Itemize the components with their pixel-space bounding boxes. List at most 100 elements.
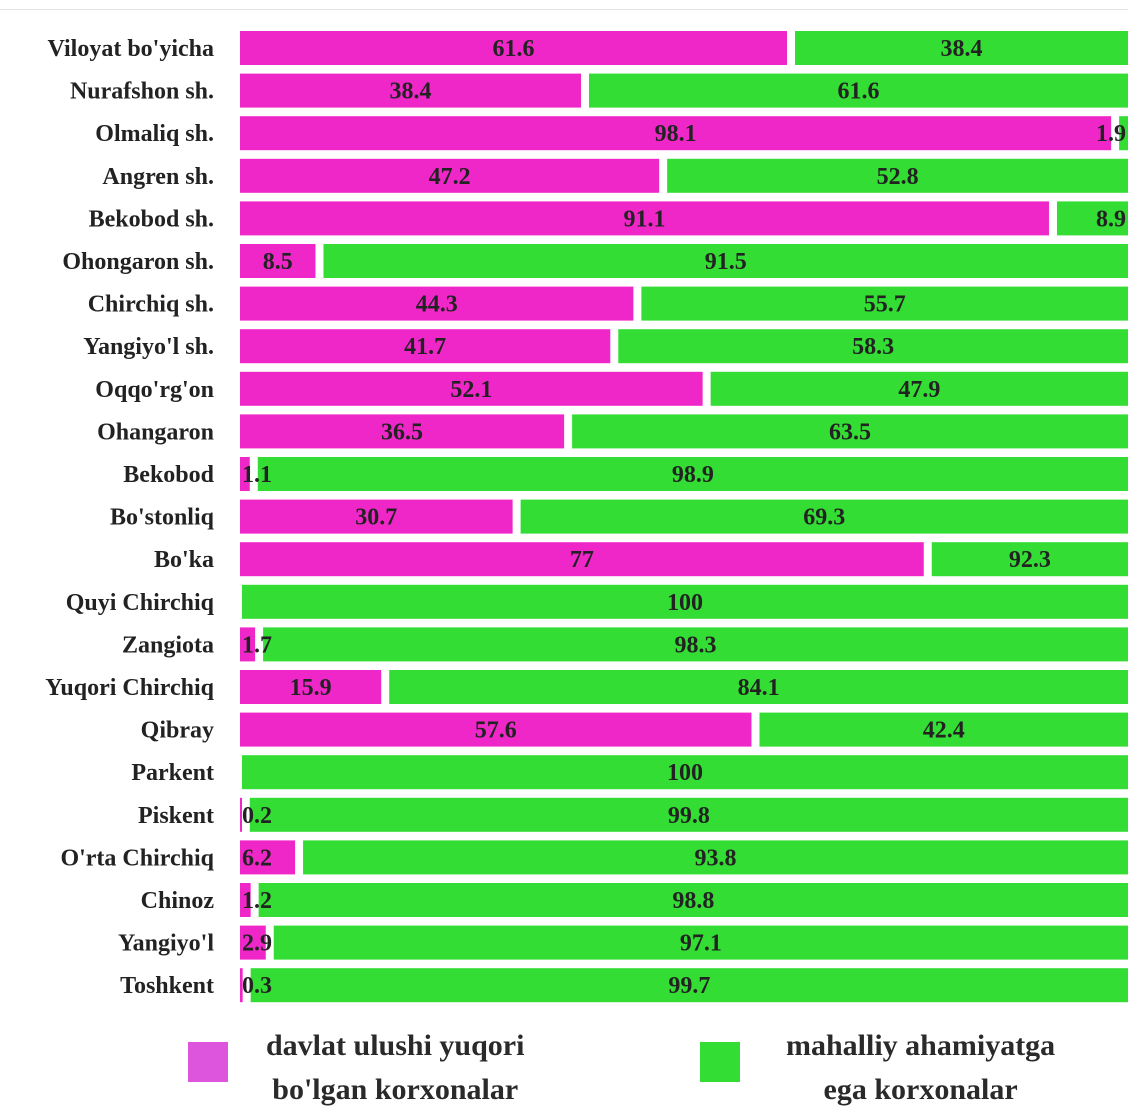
category-label: Toshkent — [120, 973, 214, 999]
value-label-local-importance: 52.8 — [877, 164, 919, 190]
category-label: Zangiota — [122, 632, 214, 658]
value-label-state-share: 0.2 — [242, 803, 272, 829]
category-label: Bo'ka — [154, 547, 214, 573]
bar-state-share — [240, 31, 788, 65]
value-label-state-share: 44.3 — [416, 292, 458, 318]
category-label: Oqqo'rg'on — [95, 377, 214, 403]
category-label: Bo'stonliq — [110, 505, 215, 531]
value-label-local-importance: 55.7 — [864, 292, 906, 318]
bar-local-importance — [759, 712, 1128, 747]
bar-state-share — [240, 457, 250, 491]
value-label-local-importance: 63.5 — [829, 419, 871, 445]
value-label-local-importance: 92.3 — [1009, 547, 1051, 573]
value-label-local-importance: 61.6 — [837, 79, 879, 105]
value-label-state-share: 41.7 — [404, 334, 446, 360]
value-label-local-importance: 47.9 — [898, 377, 940, 403]
legend-label-local-importance: mahalliy ahamiyatga ega korxonalar — [786, 1029, 1056, 1106]
bar-local-importance — [572, 414, 1128, 449]
bar-state-share — [240, 840, 296, 875]
category-label: Ohongaron sh. — [62, 249, 214, 275]
category-label: Nurafshon sh. — [70, 79, 214, 105]
value-label-state-share: 36.5 — [381, 419, 423, 445]
value-label-local-importance: 98.8 — [672, 888, 714, 914]
bar-local-importance — [520, 499, 1128, 534]
bar-local-importance — [250, 968, 1128, 1003]
bar-state-share — [240, 883, 251, 917]
value-label-local-importance: 97.1 — [680, 931, 722, 957]
bar-local-importance — [1119, 116, 1128, 151]
value-label-state-share: 57.6 — [475, 718, 517, 744]
value-label-state-share: 77 — [570, 547, 594, 573]
value-label-state-share: 52.1 — [450, 377, 492, 403]
bar-state-share — [240, 244, 316, 278]
value-label-state-share: 6.2 — [242, 845, 272, 871]
legend: davlat ulushi yuqori bo'lgan korxonalar … — [0, 1024, 1128, 1108]
value-label-local-importance: 98.3 — [675, 632, 717, 658]
category-label: Piskent — [138, 803, 214, 829]
value-label-state-share: 1.1 — [242, 462, 272, 488]
bar-local-importance — [710, 371, 1128, 406]
bar-local-importance — [795, 31, 1128, 65]
value-label-state-share: 30.7 — [355, 505, 397, 531]
category-label: Yangiyo'l sh. — [83, 334, 214, 360]
value-label-local-importance: 100 — [667, 590, 703, 616]
bar-state-share — [240, 116, 1112, 151]
value-label-state-share: 98.1 — [655, 121, 697, 147]
bar-state-share — [240, 201, 1049, 236]
bar-state-share — [240, 329, 611, 364]
bar-local-importance — [323, 244, 1128, 278]
bar-local-importance — [242, 755, 1128, 790]
bar-state-share — [240, 414, 565, 449]
category-label: Olmaliq sh. — [95, 121, 214, 147]
category-label: Quyi Chirchiq — [66, 590, 215, 616]
bar-state-share — [240, 158, 660, 193]
bar-local-importance — [618, 329, 1128, 364]
bar-local-importance — [303, 840, 1128, 875]
legend-item-state-share: davlat ulushi yuqori bo'lgan korxonalar — [188, 1024, 524, 1112]
bar-local-importance — [249, 797, 1128, 832]
legend-item-local-importance: mahalliy ahamiyatga ega korxonalar — [700, 1024, 1055, 1112]
bar-local-importance — [667, 158, 1128, 193]
category-label: Chirchiq sh. — [88, 292, 214, 318]
value-label-local-importance: 1.9 — [1096, 121, 1126, 147]
value-label-state-share: 15.9 — [290, 675, 332, 701]
category-label: Angren sh. — [102, 164, 214, 190]
bar-local-importance — [273, 925, 1128, 960]
bar-state-share — [240, 286, 634, 321]
value-label-local-importance: 98.9 — [672, 462, 714, 488]
bar-local-importance — [389, 670, 1128, 704]
category-label: Yangiyo'l — [118, 931, 214, 957]
value-label-state-share: 91.1 — [623, 206, 665, 232]
bar-state-share — [240, 712, 752, 747]
value-label-local-importance: 93.8 — [695, 845, 737, 871]
category-label: Ohangaron — [97, 419, 214, 445]
value-label-state-share: 1.7 — [242, 632, 272, 658]
value-label-local-importance: 84.1 — [738, 675, 780, 701]
bar-local-importance — [257, 457, 1128, 491]
category-label: O'rta Chirchiq — [60, 845, 214, 871]
value-label-local-importance: 69.3 — [803, 505, 845, 531]
value-label-local-importance: 8.9 — [1096, 206, 1126, 232]
category-label: Viloyat bo'yicha — [48, 36, 214, 62]
value-label-state-share: 2.9 — [242, 931, 272, 957]
bar-local-importance — [588, 73, 1128, 108]
bar-state-share — [240, 670, 382, 704]
value-label-local-importance: 99.8 — [668, 803, 710, 829]
bar-state-share — [240, 73, 581, 108]
value-label-local-importance: 100 — [667, 760, 703, 786]
bar-state-share — [240, 797, 242, 832]
value-label-state-share: 0.3 — [242, 973, 272, 999]
category-label: Bekobod sh. — [89, 206, 214, 232]
category-label: Bekobod — [123, 462, 214, 488]
category-label: Parkent — [131, 760, 214, 786]
value-label-local-importance: 91.5 — [705, 249, 747, 275]
value-label-state-share: 38.4 — [389, 79, 431, 105]
legend-label-state-share: davlat ulushi yuqori bo'lgan korxonalar — [266, 1029, 525, 1106]
value-label-state-share: 47.2 — [429, 164, 471, 190]
value-label-state-share: 8.5 — [263, 249, 293, 275]
bar-local-importance — [242, 584, 1128, 619]
bar-local-importance — [931, 542, 1128, 577]
bar-state-share — [240, 499, 513, 534]
value-label-local-importance: 99.7 — [668, 973, 710, 999]
value-label-state-share: 61.6 — [493, 36, 535, 62]
